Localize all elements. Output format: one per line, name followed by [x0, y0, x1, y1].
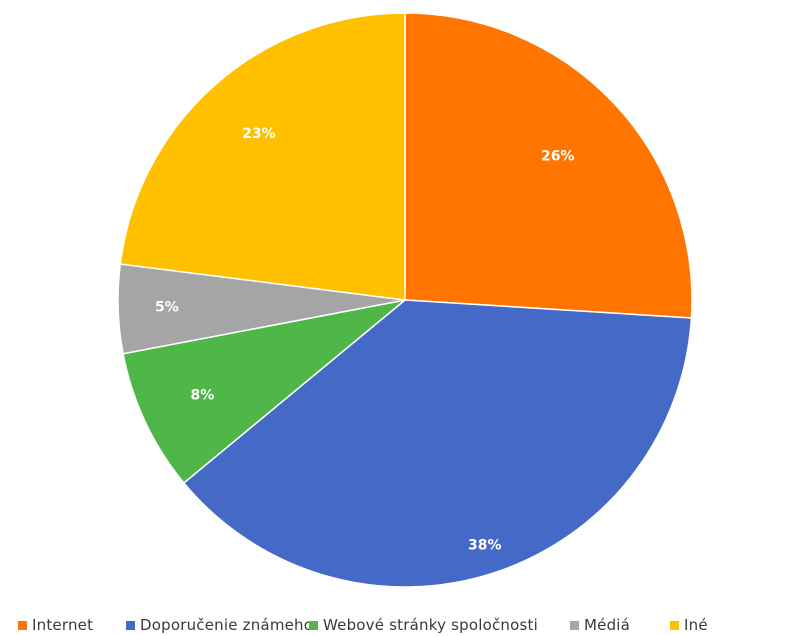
legend-label: Webové stránky spoločnosti: [323, 616, 538, 634]
data-label-media: 5%: [155, 299, 179, 315]
legend-item-ine: Iné: [670, 616, 708, 634]
legend-swatch: [126, 620, 135, 630]
data-label-ine: 23%: [242, 126, 276, 142]
legend-item-webove-stranky-spolocnosti: Webové stránky spoločnosti: [309, 616, 538, 634]
legend-label: Doporučenie známeho: [140, 616, 314, 634]
pie-slice-webove-stranky-spolocnosti: [122, 299, 406, 484]
legend-swatch: [570, 620, 579, 630]
pie-slices: [117, 12, 693, 588]
legend-item-internet: Internet: [18, 616, 93, 634]
data-label-doporucenie-znameho: 38%: [468, 538, 502, 554]
data-label-webove-stranky-spolocnosti: 8%: [191, 387, 215, 403]
pie-data-labels: 26% 38% 8% 5% 23%: [155, 126, 574, 553]
data-label-internet: 26%: [541, 149, 575, 165]
legend-swatch: [18, 620, 27, 630]
legend-swatch: [670, 620, 679, 630]
pie-slice-ine: [119, 12, 406, 301]
legend-label: Internet: [32, 616, 94, 634]
pie-slice-internet: [404, 12, 693, 319]
legend-label: Iné: [684, 616, 708, 634]
legend-item-doporucenie-znameho: Doporučenie známeho: [126, 616, 313, 634]
legend-item-media: Médiá: [570, 616, 630, 634]
pie-slice-doporucenie-znameho: [183, 299, 693, 588]
chart-legend: Internet Doporučenie známeho Webové stránk…: [0, 610, 808, 636]
legend-label: Médiá: [584, 616, 631, 634]
legend-swatch: [309, 620, 318, 630]
